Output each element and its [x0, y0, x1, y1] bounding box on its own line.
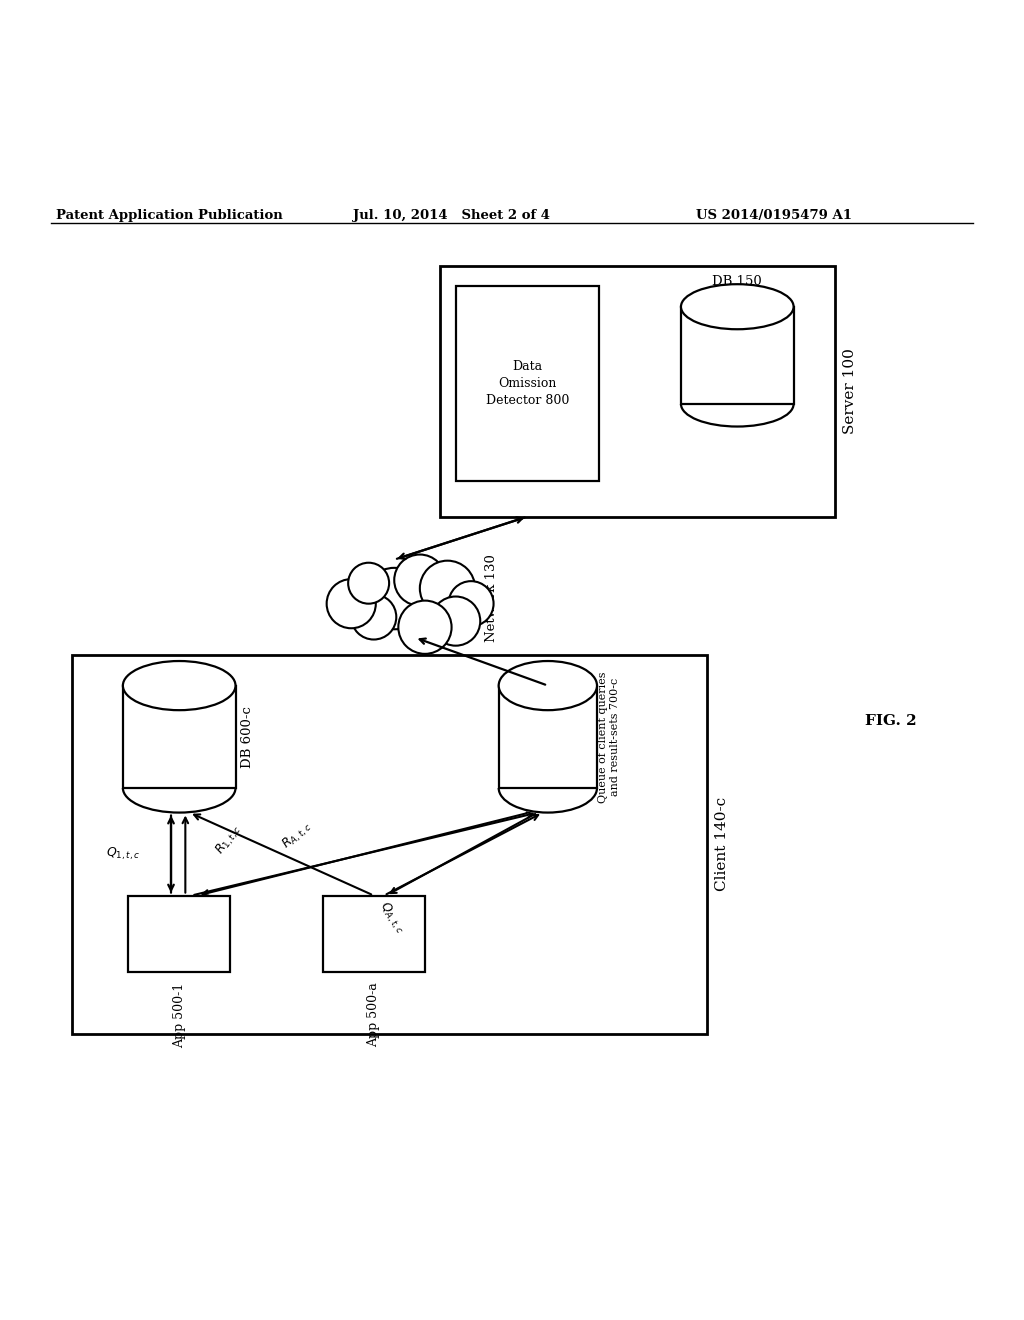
Text: App 500-1: App 500-1 — [173, 982, 185, 1048]
Bar — [499, 685, 597, 788]
Text: $Q_{A,t,c}$: $Q_{A,t,c}$ — [376, 899, 409, 937]
Text: Client 140-c: Client 140-c — [715, 797, 729, 891]
Text: Network 130: Network 130 — [485, 554, 498, 643]
Bar — [681, 306, 794, 404]
Text: US 2014/0195479 A1: US 2014/0195479 A1 — [696, 210, 852, 223]
Circle shape — [431, 597, 480, 645]
Text: DB 150: DB 150 — [713, 276, 762, 288]
Circle shape — [420, 561, 475, 616]
Bar — [72, 655, 707, 1034]
Bar — [323, 895, 425, 973]
Circle shape — [351, 594, 396, 639]
Text: $R_{1,t,c}$: $R_{1,t,c}$ — [212, 821, 245, 858]
Text: Server 100: Server 100 — [843, 348, 857, 434]
Circle shape — [398, 601, 452, 653]
Ellipse shape — [681, 284, 794, 329]
Text: DB 600-c: DB 600-c — [242, 706, 254, 768]
Circle shape — [394, 554, 445, 606]
Ellipse shape — [499, 661, 597, 710]
Text: Patent Application Publication: Patent Application Publication — [56, 210, 283, 223]
Bar — [440, 265, 835, 516]
Text: $Q_{1,t,c}$: $Q_{1,t,c}$ — [105, 846, 140, 862]
Bar — [128, 895, 230, 973]
Text: Jul. 10, 2014   Sheet 2 of 4: Jul. 10, 2014 Sheet 2 of 4 — [353, 210, 550, 223]
Text: FIG. 2: FIG. 2 — [865, 714, 916, 729]
Circle shape — [364, 568, 425, 630]
Text: $R_{A,t,c}$: $R_{A,t,c}$ — [279, 818, 315, 853]
Bar — [456, 286, 599, 480]
Circle shape — [348, 562, 389, 603]
Text: App 500-a: App 500-a — [368, 982, 380, 1047]
Circle shape — [449, 581, 494, 626]
Bar — [123, 685, 236, 788]
Text: Queue of client queries
and result-sets 700-c: Queue of client queries and result-sets … — [598, 671, 621, 803]
Circle shape — [327, 579, 376, 628]
Ellipse shape — [123, 661, 236, 710]
Text: Data
Omission
Detector 800: Data Omission Detector 800 — [485, 360, 569, 407]
